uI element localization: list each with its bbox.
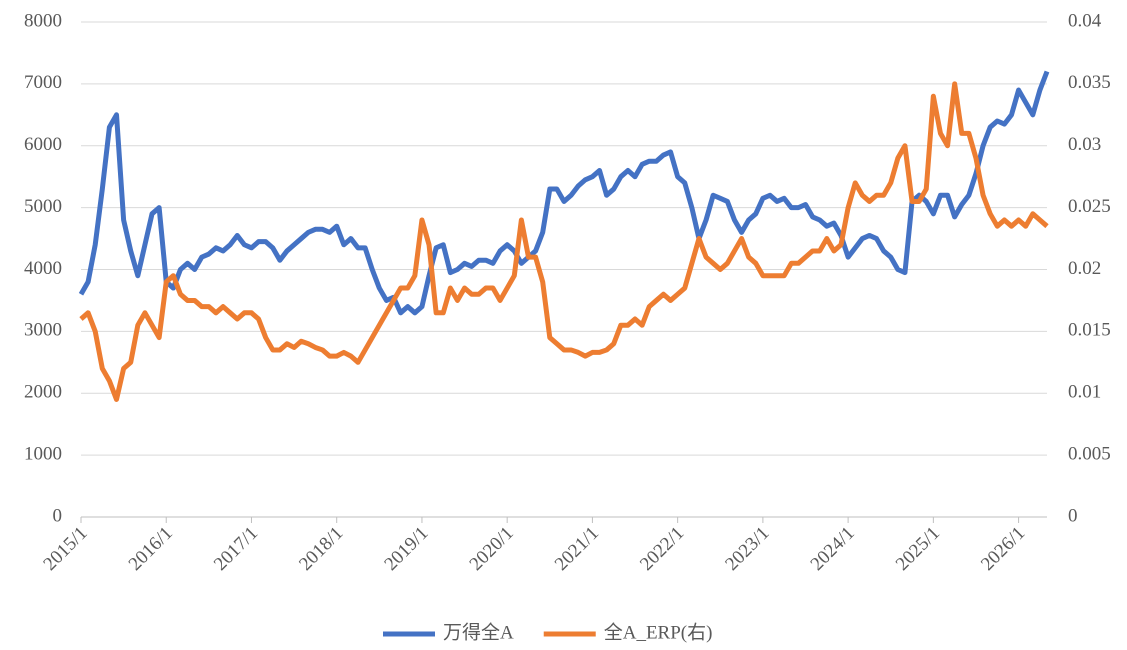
y2-tick-label: 0.015 xyxy=(1068,320,1111,341)
x-tick-label: 2015/1 xyxy=(39,523,91,575)
x-tick-label: 2024/1 xyxy=(807,523,859,575)
series-line xyxy=(79,81,1049,402)
y2-tick-label: 0.04 xyxy=(1068,10,1102,31)
y2-tick-label: 0.025 xyxy=(1068,196,1111,217)
y-tick-label: 6000 xyxy=(24,134,62,155)
x-tick-label: 2025/1 xyxy=(892,523,944,575)
x-tick-label: 2019/1 xyxy=(380,523,432,575)
y-tick-label: 2000 xyxy=(24,382,62,403)
y-tick-label: 8000 xyxy=(24,10,62,31)
x-tick-label: 2020/1 xyxy=(466,523,518,575)
x-tick-label: 2023/1 xyxy=(721,523,773,575)
legend-label: 全A_ERP(右) xyxy=(604,621,713,643)
y-tick-label: 1000 xyxy=(24,443,62,464)
x-tick-label: 2017/1 xyxy=(210,523,262,575)
y2-tick-label: 0.02 xyxy=(1068,258,1101,279)
x-tick-label: 2018/1 xyxy=(295,523,347,575)
x-tick-label: 2026/1 xyxy=(977,523,1029,575)
y-tick-label: 0 xyxy=(53,505,63,526)
legend-label: 万得全A xyxy=(443,621,514,643)
y2-tick-label: 0.01 xyxy=(1068,382,1101,403)
y2-tick-label: 0.005 xyxy=(1068,443,1111,464)
series-line xyxy=(78,70,1050,316)
y-tick-label: 4000 xyxy=(24,258,62,279)
x-tick-label: 2016/1 xyxy=(125,523,177,575)
y-tick-label: 7000 xyxy=(24,72,62,93)
y-tick-label: 3000 xyxy=(24,320,62,341)
y2-tick-label: 0.03 xyxy=(1068,134,1101,155)
y2-tick-label: 0.035 xyxy=(1068,72,1111,93)
y2-tick-label: 0 xyxy=(1068,505,1078,526)
x-tick-label: 2022/1 xyxy=(636,523,688,575)
x-tick-label: 2021/1 xyxy=(551,523,603,575)
y-tick-label: 5000 xyxy=(24,196,62,217)
